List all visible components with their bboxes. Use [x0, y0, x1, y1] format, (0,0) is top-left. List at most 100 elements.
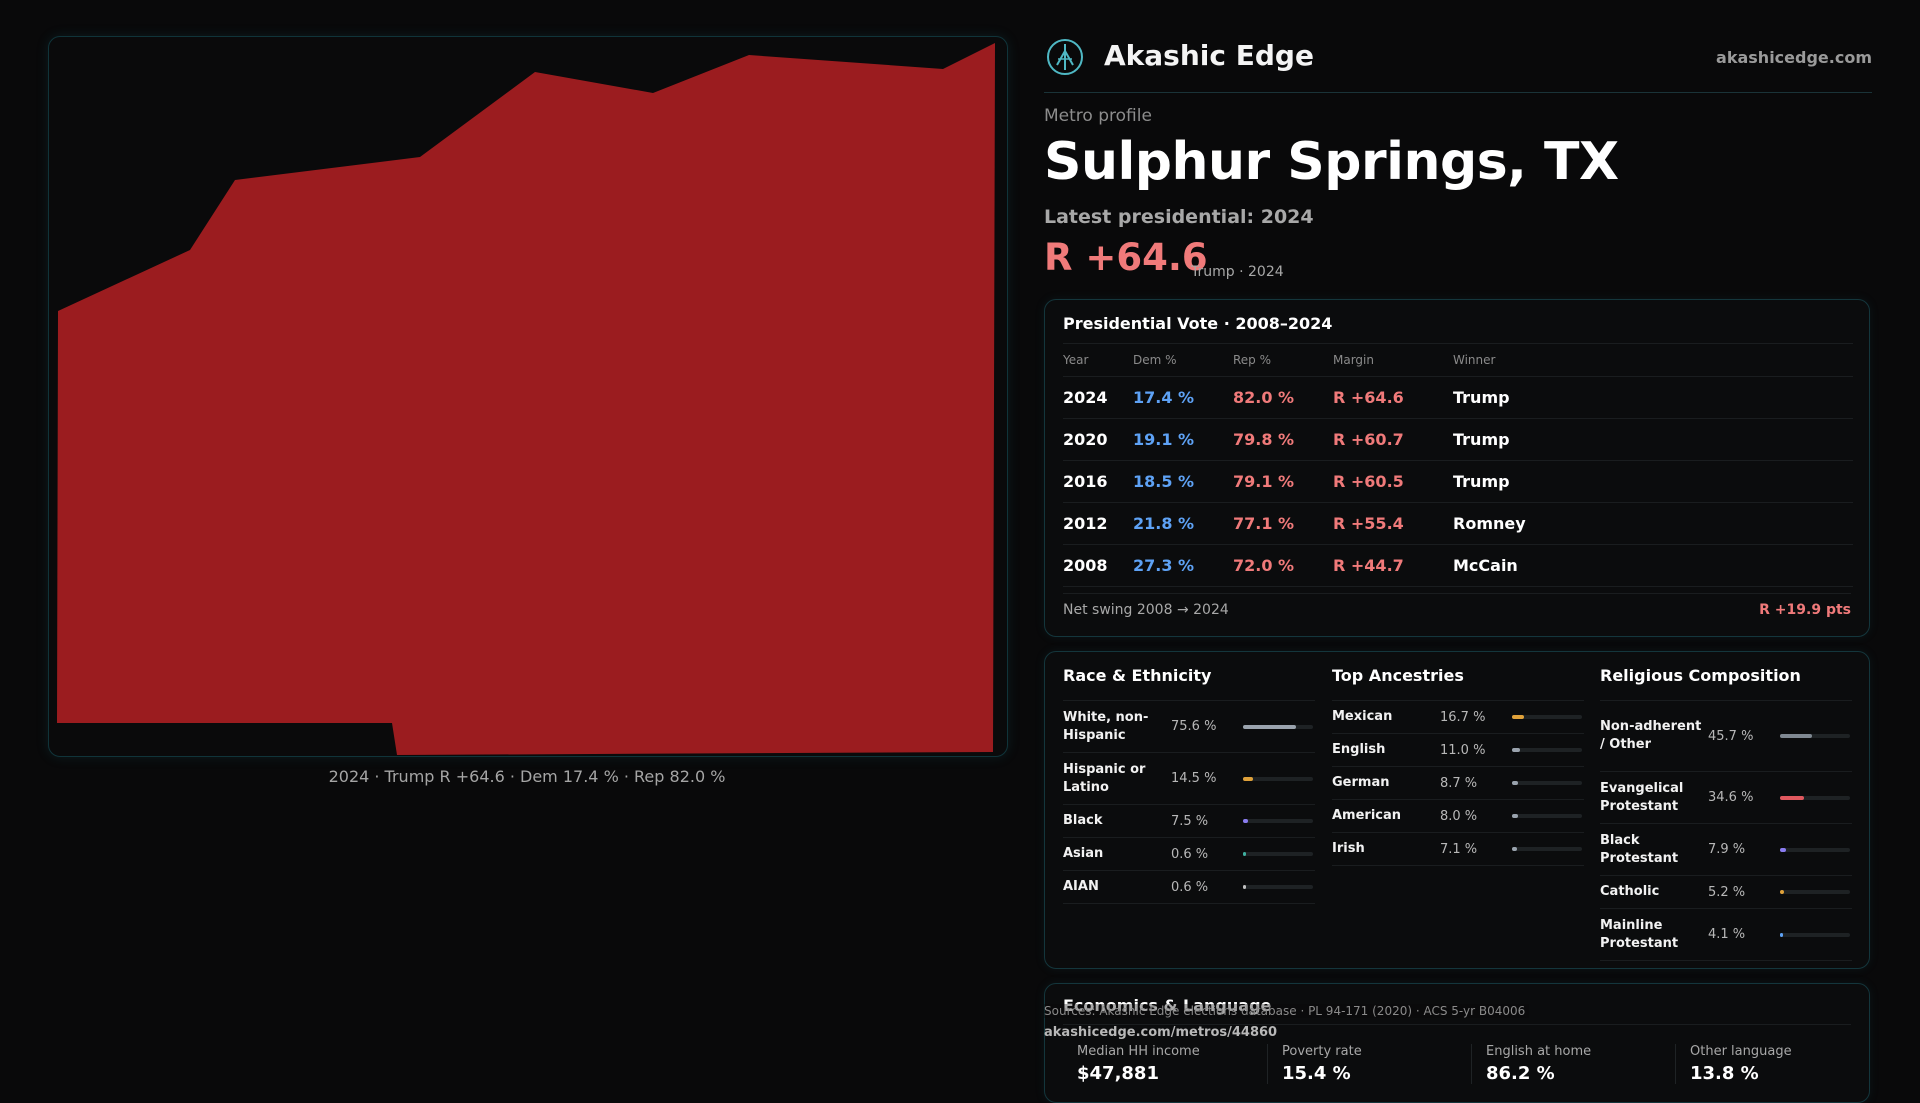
item-value: 45.7 %	[1708, 728, 1754, 744]
item-label: American	[1332, 808, 1402, 823]
item-label: Mexican	[1332, 709, 1393, 724]
canonical-url-link[interactable]: akashicedge.com/metros/44860	[1044, 1025, 1278, 1040]
item-value: 4.1 %	[1708, 927, 1746, 942]
religion-title: Religious Composition	[1600, 666, 1852, 701]
bar-fill	[1780, 847, 1786, 852]
item-value: 8.0 %	[1440, 808, 1478, 824]
presidential-vote-card: Presidential Vote · 2008–2024 Year Dem %…	[1044, 299, 1870, 637]
item-value: 34.6 %	[1708, 790, 1754, 805]
list-item: Non-adherent / Other 45.7 %	[1600, 701, 1852, 772]
list-item: Black Protestant 7.9 %	[1600, 824, 1852, 876]
bar-fill	[1780, 734, 1812, 738]
item-value: 8.7 %	[1440, 775, 1478, 791]
cell-rep: 82.0 %	[1233, 376, 1333, 419]
item-value: 5.2 %	[1708, 884, 1746, 900]
economics-title: Economics & Language	[1063, 996, 1272, 1015]
bar-track	[1243, 819, 1313, 823]
item-label: German	[1332, 775, 1390, 790]
list-item: Catholic 5.2 %	[1600, 876, 1852, 909]
table-row: 2012 21.8 % 77.1 % R +55.4 Romney	[1063, 502, 1853, 545]
table-row: 2024 17.4 % 82.0 % R +64.6 Trump	[1063, 376, 1853, 419]
bar-track	[1780, 847, 1850, 852]
brand-url-link[interactable]: akashicedge.com	[1716, 48, 1872, 67]
stat-label: Poverty rate	[1282, 1044, 1362, 1059]
headline-note: Trump · 2024	[1191, 264, 1284, 280]
profile-eyebrow: Metro profile	[1044, 106, 1152, 126]
page-title: Sulphur Springs, TX	[1044, 132, 1619, 192]
item-label: White, non-Hispanic	[1063, 709, 1149, 743]
cell-dem: 17.4 %	[1133, 376, 1233, 419]
item-value: 14.5 %	[1171, 771, 1217, 786]
map-caption: 2024 · Trump R +64.6 · Dem 17.4 % · Rep …	[328, 767, 726, 786]
cell-rep: 79.8 %	[1233, 418, 1333, 461]
cell-margin: R +55.4	[1333, 502, 1453, 545]
cell-year: 2012	[1063, 502, 1133, 545]
table-header-row: Year Dem % Rep % Margin Winner	[1063, 343, 1853, 377]
item-label: Catholic	[1600, 884, 1660, 899]
cell-winner: Romney	[1453, 502, 1853, 545]
economics-card: Economics & Language Median HH income $4…	[1044, 983, 1870, 1103]
bar-fill	[1780, 890, 1784, 894]
item-label: Non-adherent / Other	[1600, 719, 1702, 752]
cell-dem: 19.1 %	[1133, 418, 1233, 461]
list-item: English 11.0 %	[1332, 734, 1584, 767]
table-row: 2020 19.1 % 79.8 % R +60.7 Trump	[1063, 418, 1853, 461]
list-item: Irish 7.1 %	[1332, 833, 1584, 866]
bar-fill	[1512, 814, 1518, 818]
brand-header: Akashic Edge akashicedge.com	[1044, 36, 1872, 93]
ancestries-section: Top Ancestries Mexican 16.7 % English 11…	[1332, 666, 1584, 866]
cell-rep: 79.1 %	[1233, 460, 1333, 503]
bar-track	[1243, 852, 1313, 856]
item-label: Asian	[1063, 846, 1104, 861]
item-label: Irish	[1332, 841, 1365, 856]
list-item: Evangelical Protestant 34.6 %	[1600, 772, 1852, 824]
col-header-rep: Rep %	[1233, 343, 1333, 377]
item-label: AIAN	[1063, 879, 1099, 894]
race-ethnicity-title: Race & Ethnicity	[1063, 666, 1315, 701]
cell-dem: 18.5 %	[1133, 460, 1233, 503]
latest-presidential-label: Latest presidential: 2024	[1044, 206, 1314, 228]
religion-section: Religious Composition Non-adherent / Oth…	[1600, 666, 1852, 961]
race-ethnicity-section: Race & Ethnicity White, non-Hispanic 75.…	[1063, 666, 1315, 904]
bar-track	[1780, 795, 1850, 800]
col-header-margin: Margin	[1333, 343, 1453, 377]
stat-label: Other language	[1690, 1044, 1792, 1059]
bar-track	[1243, 885, 1313, 889]
stat-value: 13.8 %	[1690, 1063, 1759, 1084]
cell-winner: Trump	[1453, 460, 1853, 503]
item-label: Mainline Protestant	[1600, 917, 1679, 951]
item-label: Evangelical Protestant	[1600, 780, 1684, 814]
bar-fill	[1780, 932, 1783, 937]
bar-track	[1512, 847, 1582, 851]
bar-track	[1512, 715, 1582, 719]
cell-dem: 21.8 %	[1133, 502, 1233, 545]
cell-winner: McCain	[1453, 544, 1853, 587]
bar-fill	[1512, 847, 1517, 851]
list-item: Black 7.5 %	[1063, 805, 1315, 838]
net-swing-label: Net swing 2008 → 2024	[1063, 602, 1229, 618]
list-item: Mexican 16.7 %	[1332, 701, 1584, 734]
stat-label: English at home	[1486, 1044, 1592, 1059]
sources-note: Sources: Akashic Edge elections database…	[1044, 1004, 1530, 1018]
metro-map[interactable]	[48, 36, 1008, 757]
list-item: Mainline Protestant 4.1 %	[1600, 909, 1852, 961]
item-value: 75.6 %	[1171, 719, 1217, 734]
cell-winner: Trump	[1453, 418, 1853, 461]
bar-fill	[1512, 781, 1518, 785]
county-shape	[57, 43, 995, 755]
item-value: 16.7 %	[1440, 709, 1486, 725]
cell-year: 2024	[1063, 376, 1133, 419]
cell-margin: R +44.7	[1333, 544, 1453, 587]
item-value: 11.0 %	[1440, 742, 1486, 758]
stat-other-language: Other language 13.8 %	[1675, 1044, 1855, 1084]
table-row: 2008 27.3 % 72.0 % R +44.7 McCain	[1063, 544, 1853, 587]
item-label: Black	[1063, 813, 1103, 828]
cell-rep: 72.0 %	[1233, 544, 1333, 587]
divider	[1063, 1024, 1851, 1025]
item-label: Hispanic or Latino	[1063, 761, 1146, 795]
stat-poverty-rate: Poverty rate 15.4 %	[1267, 1044, 1447, 1084]
bar-track	[1243, 776, 1313, 781]
demographics-card: Race & Ethnicity White, non-Hispanic 75.…	[1044, 651, 1870, 969]
bar-track	[1512, 781, 1582, 785]
cell-dem: 27.3 %	[1133, 544, 1233, 587]
